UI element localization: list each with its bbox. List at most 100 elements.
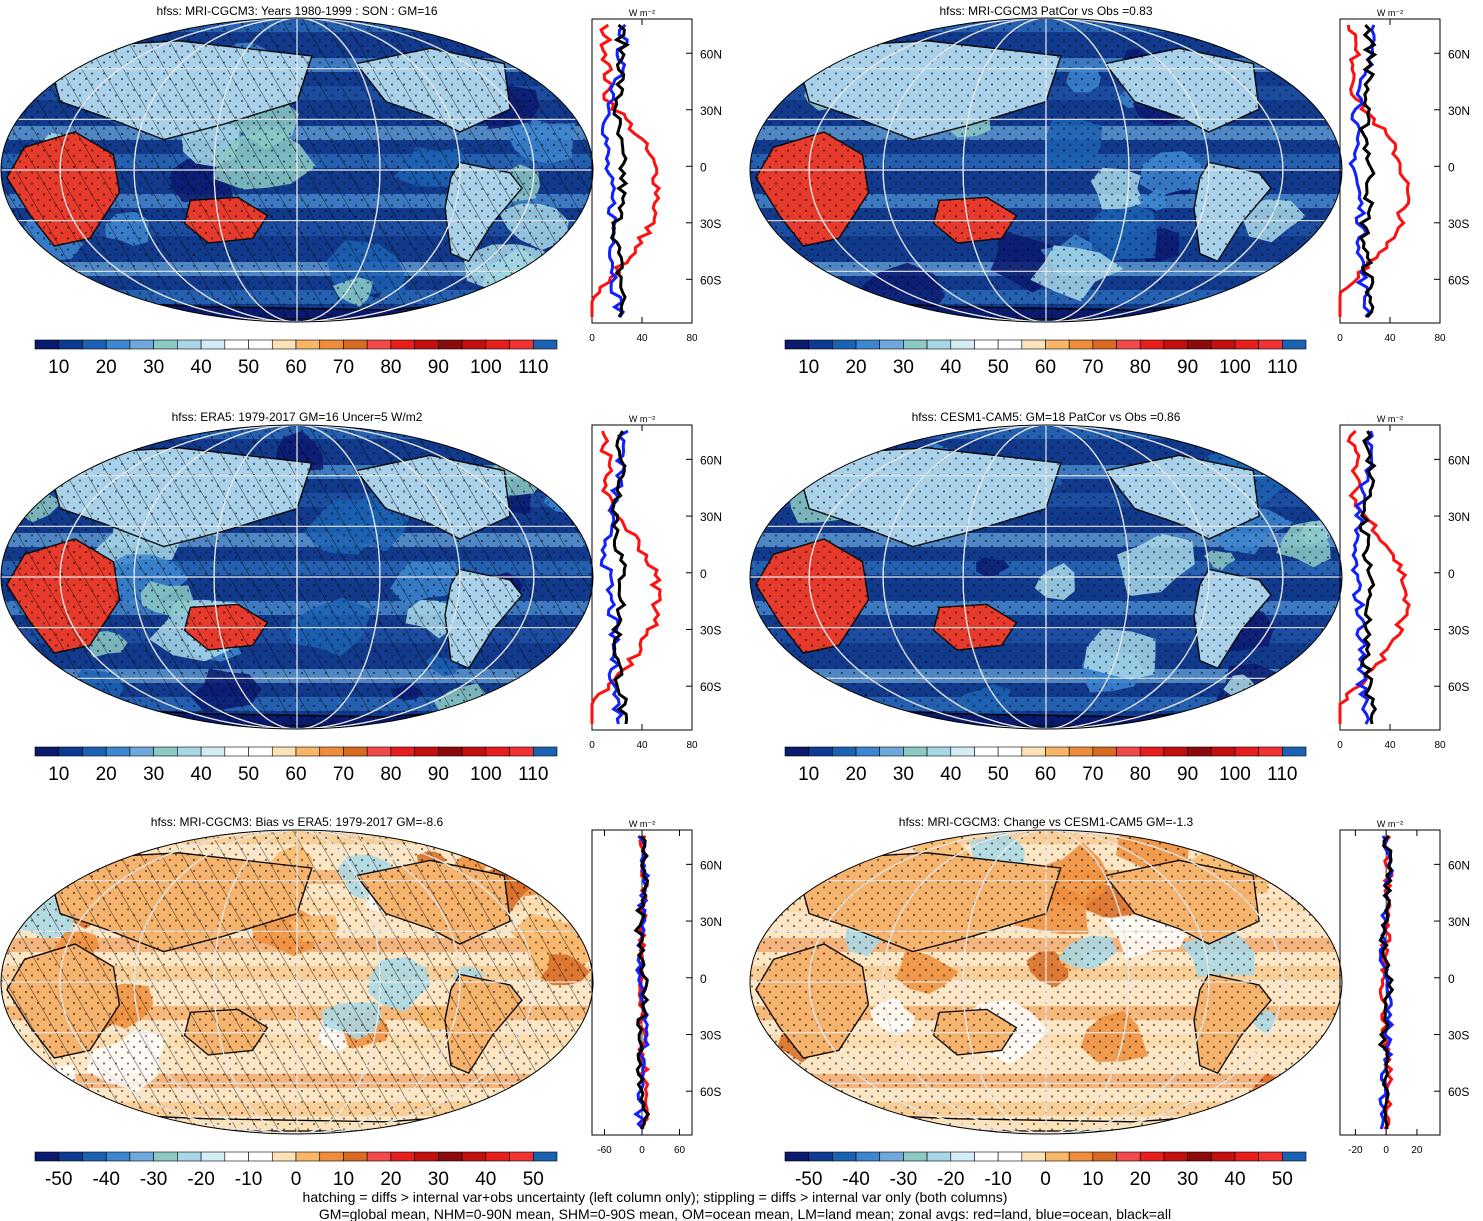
colorbar-label: 70	[333, 357, 354, 378]
panel-title: hfss: MRI-CGCM3: Change vs CESM1-CAM5 GM…	[899, 815, 1194, 829]
footer-note-line1: hatching = diffs > internal var+obs unce…	[303, 1189, 1008, 1205]
colorbar-swatch	[974, 1151, 999, 1162]
colorbar-swatch	[1068, 1151, 1094, 1162]
colorbar-swatch	[438, 746, 463, 757]
colorbar-swatch	[1163, 339, 1188, 350]
colorbar-label: 110	[518, 357, 548, 378]
panel-cesm: hfss: CESM1-CAM5: GM=18 PatCor vs Obs =0…	[749, 410, 1470, 785]
colorbar-label: 90	[428, 357, 449, 378]
colorbar-swatch	[153, 746, 178, 757]
lat-tick-label: 60S	[700, 680, 721, 694]
units-label: W m⁻²	[629, 8, 655, 18]
colorbar-swatch	[248, 1151, 273, 1162]
colorbar-label: 40	[1224, 1169, 1245, 1190]
profile-x-tick-label: 40	[636, 333, 648, 344]
colorbar-swatch	[1045, 746, 1070, 757]
lat-tick-label: 30N	[700, 915, 722, 929]
colorbar-swatch	[200, 746, 226, 757]
panel-bias: hfss: MRI-CGCM3: Bias vs ERA5: 1979-2017…	[0, 815, 722, 1190]
colorbar-swatch	[532, 339, 558, 350]
colorbar-label: 30	[428, 1169, 449, 1190]
lat-tick-label: 30S	[1448, 623, 1469, 637]
colorbar-swatch	[832, 746, 857, 757]
colorbar-swatch	[1187, 746, 1212, 757]
colorbar-swatch	[855, 1151, 881, 1162]
colorbar-swatch	[438, 339, 463, 350]
colorbar-swatch	[974, 339, 999, 350]
ocean-profile-line	[1348, 24, 1376, 318]
colorbar-label: 100	[1219, 357, 1251, 378]
lat-tick-label: 0	[700, 567, 707, 581]
colorbar-swatch	[461, 339, 487, 350]
colorbar-label: 20	[845, 764, 866, 785]
land-profile-line	[1338, 429, 1411, 724]
lat-tick-label: 30S	[700, 623, 721, 637]
zonal-profile-plot: W m⁻² 60N 30N 0 30S 60S 0 40 80	[589, 414, 722, 751]
colorbar-swatch	[532, 1151, 558, 1162]
colorbar-swatch	[224, 339, 249, 350]
colorbar-swatch	[1021, 339, 1046, 350]
colorbar-swatch	[248, 339, 273, 350]
colorbar-swatch	[105, 746, 131, 757]
map-border	[749, 424, 1343, 730]
colorbar-swatch	[343, 1151, 368, 1162]
colorbar-label: 20	[1130, 1169, 1151, 1190]
colorbar-label: 80	[1130, 764, 1151, 785]
colorbar-swatch	[1282, 746, 1307, 757]
colorbar-swatch	[855, 339, 881, 350]
colorbar-label: 70	[333, 764, 354, 785]
land-profile-line	[1338, 24, 1411, 317]
colorbar-swatch	[200, 339, 226, 350]
colorbar-swatch	[271, 339, 297, 350]
lat-tick-label: 30S	[1448, 217, 1469, 231]
profile-x-tick-label: 80	[686, 740, 698, 751]
colorbar-swatch	[319, 746, 344, 757]
colorbar: 10 20 30 40 50 60 70 80 90 100 110	[34, 339, 558, 378]
colorbar-swatch	[1139, 746, 1165, 757]
colorbar-label: -50	[45, 1169, 72, 1190]
colorbar-label: -30	[140, 1169, 167, 1190]
colorbar-swatch	[784, 1151, 809, 1162]
colorbar-swatch	[879, 1151, 904, 1162]
map-field	[750, 425, 1342, 729]
colorbar-label: 20	[380, 1169, 401, 1190]
colorbar-label: 10	[333, 1169, 354, 1190]
colorbar: 10 20 30 40 50 60 70 80 90 100 110	[34, 746, 558, 785]
lat-tick-label: 60N	[1448, 453, 1470, 467]
lat-tick-label: 30N	[1448, 510, 1470, 524]
colorbar-label: 0	[1040, 1169, 1051, 1190]
colorbar-swatch	[366, 1151, 392, 1162]
colorbar-swatch	[1092, 1151, 1117, 1162]
panel-change: hfss: MRI-CGCM3: Change vs CESM1-CAM5 GM…	[749, 815, 1470, 1190]
lat-tick-label: 60N	[700, 858, 722, 872]
colorbar-label: 40	[940, 357, 961, 378]
panel-mri-patcor: hfss: MRI-CGCM3 PatCor vs Obs =0.83 W m⁻²…	[749, 4, 1470, 378]
colorbar-swatch	[808, 339, 833, 350]
colorbar-swatch	[485, 746, 510, 757]
colorbar-swatch	[485, 1151, 510, 1162]
lat-tick-label: 0	[1448, 972, 1455, 986]
colorbar-label: 10	[798, 357, 819, 378]
colorbar-swatch	[390, 746, 415, 757]
colorbar-label: -10	[235, 1169, 262, 1190]
lat-tick-label: 30S	[700, 1028, 721, 1042]
colorbar-label: 90	[1177, 764, 1198, 785]
units-label: W m⁻²	[1377, 819, 1403, 829]
colorbar-swatch	[58, 1151, 83, 1162]
map-border	[0, 17, 594, 323]
colorbar-label: 90	[428, 764, 449, 785]
colorbar-label: 50	[988, 357, 1009, 378]
colorbar-swatch	[129, 339, 154, 350]
colorbar-swatch	[224, 1151, 249, 1162]
colorbar-swatch	[438, 1151, 463, 1162]
profile-x-tick-label: 80	[1434, 740, 1446, 751]
colorbar-swatch	[82, 746, 107, 757]
profile-x-tick-label: 0	[639, 1145, 645, 1156]
all-profile-line	[1358, 23, 1378, 319]
colorbar-swatch	[105, 339, 131, 350]
colorbar-swatch	[879, 746, 904, 757]
colorbar-label: 20	[96, 357, 117, 378]
colorbar-swatch	[1234, 339, 1259, 350]
colorbar-swatch	[509, 339, 534, 350]
colorbar-swatch	[926, 746, 952, 757]
